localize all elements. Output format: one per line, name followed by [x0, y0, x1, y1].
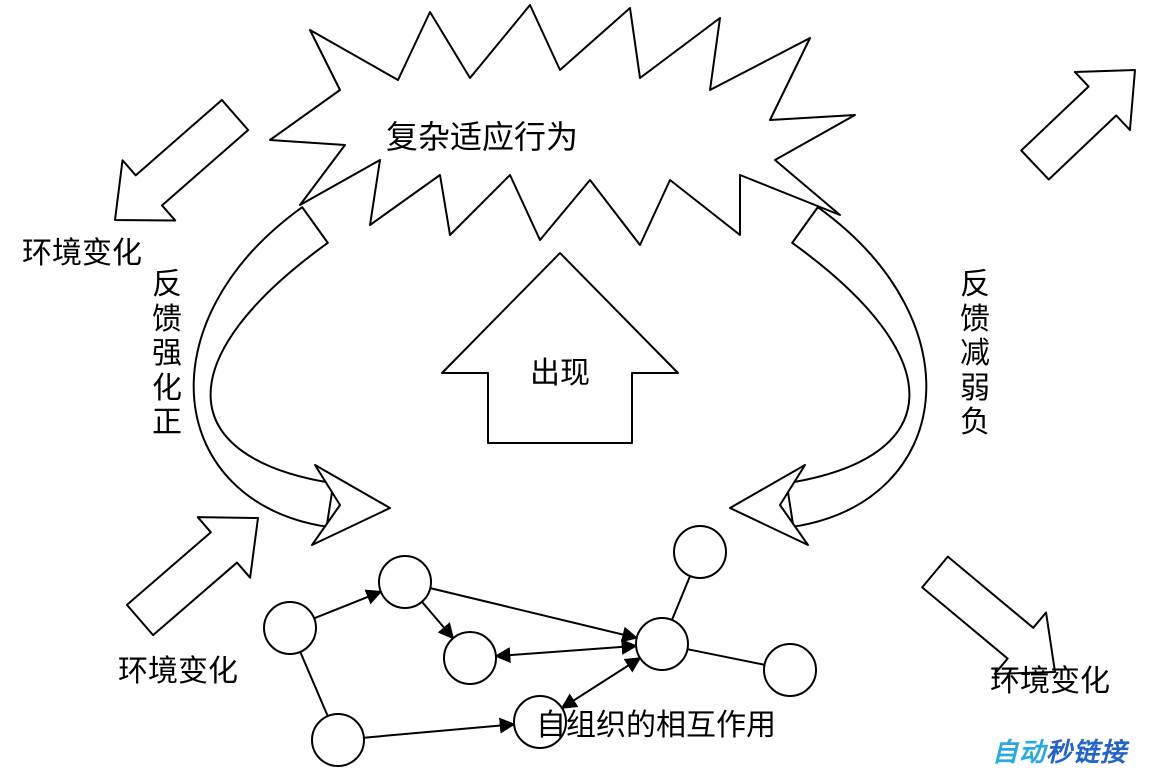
env-change-bottom-left: 环境变化	[118, 646, 238, 690]
network-edge	[314, 592, 381, 619]
self-organization-label: 自组织的相互作用	[536, 700, 776, 744]
feedback-arrow-left	[194, 207, 334, 527]
block-arrow-top-left	[115, 100, 248, 221]
network-node	[674, 526, 726, 578]
feedback-positive-label: 反馈强化正	[152, 268, 182, 441]
title-label: 复杂适应行为	[386, 112, 578, 158]
network-edge	[496, 646, 636, 656]
emerge-label: 出现	[530, 348, 590, 392]
network-edge	[687, 649, 764, 665]
network-node	[264, 602, 316, 654]
network-edge	[364, 724, 514, 737]
network-node	[379, 556, 431, 608]
network-edge	[300, 652, 328, 716]
env-change-top-left: 环境变化	[22, 228, 142, 272]
feedback-negative-label: 反馈减弱负	[960, 268, 990, 441]
block-arrow-top-right	[1021, 70, 1135, 179]
network-node	[312, 714, 364, 766]
network-node	[444, 632, 496, 684]
watermark: 自动秒链接	[992, 732, 1127, 769]
network-edge	[422, 602, 453, 638]
network-edge	[430, 588, 636, 638]
block-arrow-bottom-left	[127, 517, 258, 635]
network-edge	[672, 576, 690, 620]
env-change-bottom-right: 环境变化	[990, 656, 1110, 700]
feedback-arrow-right	[787, 207, 927, 527]
network-node	[764, 644, 816, 696]
network-node	[636, 618, 688, 670]
